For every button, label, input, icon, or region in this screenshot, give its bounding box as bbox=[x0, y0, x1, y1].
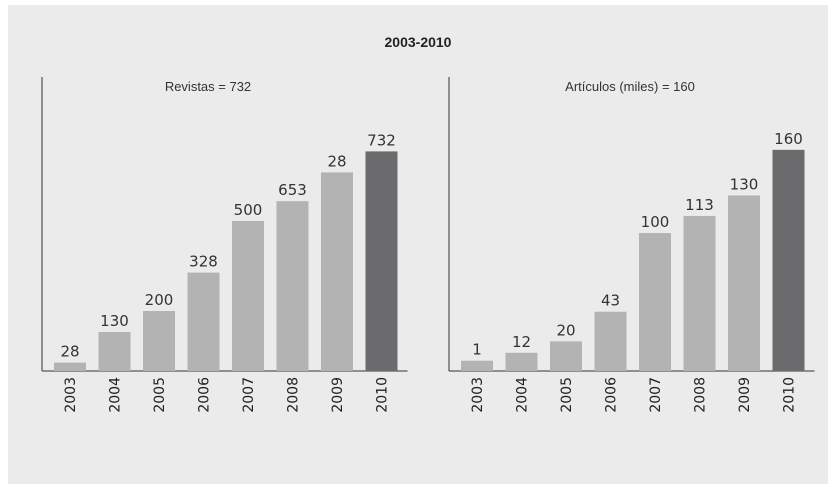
chart-2-bar-2007 bbox=[639, 233, 671, 371]
chart-2-value-label-2004: 12 bbox=[512, 333, 531, 351]
chart-1-bar-2007 bbox=[232, 221, 264, 371]
chart-2-bar-2010 bbox=[772, 149, 805, 371]
chart-1-value-label-2005: 200 bbox=[145, 291, 174, 309]
chart-1-tick-2010: 2010 bbox=[375, 377, 391, 413]
chart-1-value-label-2007: 500 bbox=[234, 201, 263, 219]
chart-2-tick-2008: 2008 bbox=[693, 377, 709, 413]
chart-2-bar-2008 bbox=[683, 215, 716, 371]
chart-2-value-label-2003: 1 bbox=[472, 341, 482, 359]
chart-2-value-label-2006: 43 bbox=[601, 292, 620, 310]
chart-2-tick-2003: 2003 bbox=[470, 377, 486, 413]
chart-2-bar-2003 bbox=[461, 360, 493, 371]
chart-2-value-label-2009: 130 bbox=[730, 175, 759, 193]
chart-1-tick-2003: 2003 bbox=[63, 377, 79, 413]
chart-1-value-label-2010: 732 bbox=[367, 131, 396, 149]
chart-2-tick-2006: 2006 bbox=[604, 377, 620, 413]
chart-1-tick-2005: 2005 bbox=[152, 377, 168, 413]
chart-2-tick-2009: 2009 bbox=[737, 377, 753, 413]
chart-1-tick-2006: 2006 bbox=[197, 377, 213, 413]
chart-1-bar-2004 bbox=[98, 332, 131, 371]
chart-2-value-label-2010: 160 bbox=[774, 130, 803, 148]
chart-1-value-label-2008: 653 bbox=[278, 181, 307, 199]
chart-1-value-label-2004: 130 bbox=[100, 312, 129, 330]
chart-1-bar-2010 bbox=[365, 151, 398, 371]
chart-1-bar-2005 bbox=[143, 311, 175, 371]
chart-2-tick-2004: 2004 bbox=[515, 377, 531, 413]
chart-1-bar-2009 bbox=[321, 172, 353, 371]
chart-2-bar-2009 bbox=[728, 195, 760, 371]
chart-1-value-label-2003: 28 bbox=[60, 343, 79, 361]
chart-2-bar-2004 bbox=[505, 352, 538, 371]
charts-svg: Revistas = 732 28 2003 130 2004 200 2005 328 200… bbox=[41, 77, 815, 413]
chart-1-value-label-2006: 328 bbox=[189, 253, 218, 271]
figure-title: 2003-2010 bbox=[384, 34, 452, 50]
chart-2-value-label-2007: 100 bbox=[641, 213, 670, 231]
chart-1-tick-2004: 2004 bbox=[108, 377, 124, 413]
chart-2-tick-2007: 2007 bbox=[648, 377, 664, 413]
chart-2-bar-2006 bbox=[594, 311, 627, 371]
chart-1-subtitle: Revistas = 732 bbox=[165, 79, 251, 94]
chart-2-tick-2005: 2005 bbox=[559, 377, 575, 413]
chart-2-tick-2010: 2010 bbox=[782, 377, 798, 413]
chart-1-tick-2008: 2008 bbox=[286, 377, 302, 413]
chart-2-value-label-2005: 20 bbox=[556, 321, 575, 339]
chart-panel: 2003-2010 Revistas = 732 28 2003 130 2004 200… bbox=[8, 5, 828, 484]
chart-2-subtitle: Artículos (miles) = 160 bbox=[565, 79, 695, 94]
chart-1-value-label-2009: 28 bbox=[327, 152, 346, 170]
chart-1-tick-2007: 2007 bbox=[241, 377, 257, 413]
chart-1-bar-2008 bbox=[276, 201, 309, 371]
chart-2-bar-2005 bbox=[550, 341, 582, 371]
chart-1-tick-2009: 2009 bbox=[330, 377, 346, 413]
chart-1-bar-2006 bbox=[187, 272, 220, 371]
chart-2-value-label-2008: 113 bbox=[685, 196, 714, 214]
chart-1-bar-2003 bbox=[54, 362, 86, 371]
